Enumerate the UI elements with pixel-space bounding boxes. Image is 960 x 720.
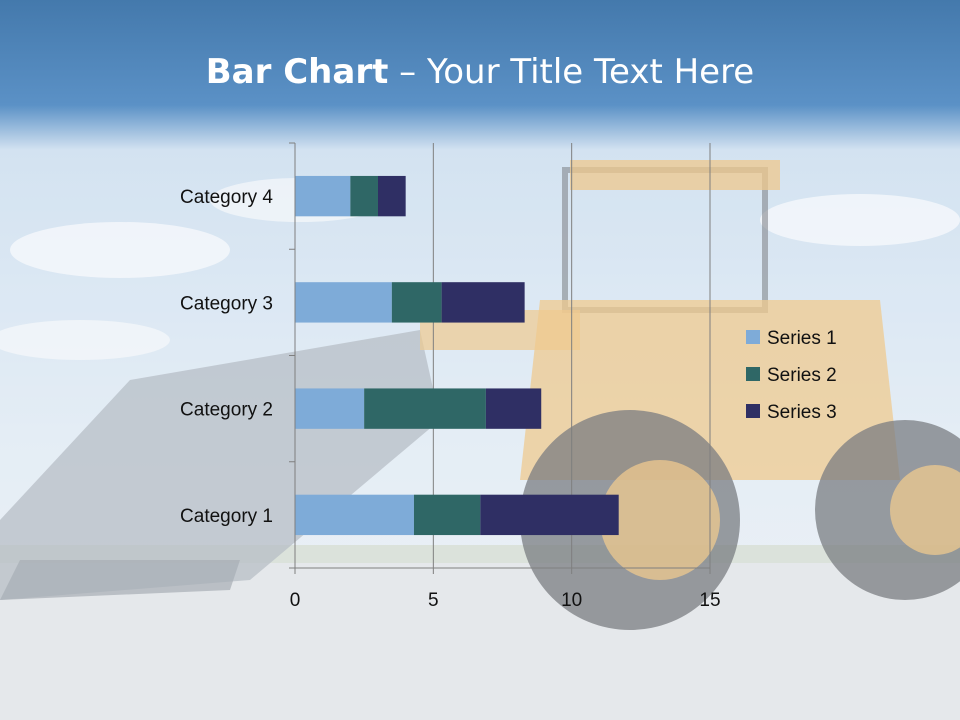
bar-segment — [350, 175, 378, 217]
bar-segment — [378, 175, 406, 217]
bar-segment — [413, 494, 481, 536]
bar-segment — [364, 388, 486, 429]
bar-segment — [480, 494, 619, 536]
bar-segment — [295, 282, 392, 323]
axes: 0 5 10 15 Category 1 Category 2 Category 3 Cate… — [180, 142, 721, 611]
bar-segment — [295, 175, 351, 217]
title-band — [0, 0, 960, 150]
x-tick-label: 0 — [290, 590, 301, 611]
category-label: Category 2 — [180, 400, 273, 421]
bars — [295, 175, 619, 536]
bar-segment — [295, 388, 365, 429]
bar-segment — [391, 282, 442, 323]
legend-swatch — [746, 404, 760, 418]
category-label: Category 3 — [180, 293, 273, 314]
slide-title: Bar Chart – Your Title Text Here — [0, 52, 960, 92]
legend-swatch — [746, 330, 760, 344]
slide-title-bold: Bar Chart — [205, 52, 389, 92]
x-tick-label: 5 — [428, 590, 439, 611]
legend-label: Series 1 — [767, 328, 837, 349]
category-label: Category 4 — [180, 187, 273, 208]
bar-segment — [441, 282, 525, 323]
legend: Series 1 Series 2 Series 3 — [746, 328, 837, 423]
legend-label: Series 3 — [767, 402, 837, 423]
legend-label: Series 2 — [767, 365, 837, 386]
slide-title-rest: – Your Title Text Here — [388, 52, 755, 92]
x-tick-label: 15 — [699, 590, 720, 611]
category-label: Category 1 — [180, 506, 273, 527]
bar-segment — [485, 388, 542, 429]
bar-segment — [295, 494, 414, 536]
x-tick-label: 10 — [561, 590, 582, 611]
legend-swatch — [746, 367, 760, 381]
